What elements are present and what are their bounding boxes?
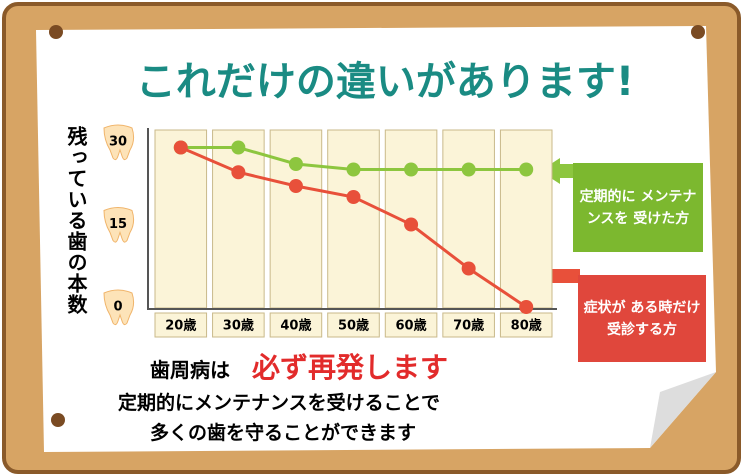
data-point	[288, 179, 303, 193]
x-tick-label: 20歳	[165, 318, 196, 334]
y-tick-label: 30	[109, 135, 127, 150]
category-label-box	[212, 312, 265, 338]
category-column	[269, 129, 323, 309]
data-point	[288, 157, 303, 171]
data-point	[346, 162, 361, 177]
annotation: 定期的にメンテナンスを受けることで	[118, 392, 441, 414]
legend-arrow	[540, 158, 574, 184]
annotation-emphasis: 必ず再発します	[252, 351, 449, 384]
data-point	[231, 140, 246, 155]
tooth-icon	[103, 289, 135, 326]
x-tick-label: 70歳	[453, 318, 484, 334]
nail	[49, 25, 63, 39]
category-column	[154, 129, 208, 309]
data-point	[461, 162, 476, 177]
annotation: 多くの歯を守ることができます	[150, 422, 417, 444]
data-point	[404, 217, 419, 232]
legend-entry: 定期的に メンテナンスを 受けた方	[573, 163, 703, 252]
x-tick-label: 30歳	[223, 318, 254, 334]
nail	[691, 25, 705, 39]
chart-title: これだけの違いがあります!	[136, 59, 634, 105]
annotation: 歯周病は	[150, 358, 230, 382]
category-label-box	[384, 312, 438, 338]
nail	[51, 413, 65, 427]
data-point	[346, 190, 361, 204]
category-label-box	[269, 312, 323, 338]
category-label-box	[154, 312, 208, 338]
category-column	[442, 129, 495, 309]
y-axis-label: 残っている歯の本数	[64, 126, 88, 315]
tooth-icon	[103, 207, 135, 243]
category-label-box	[327, 312, 380, 338]
data-point	[519, 162, 534, 177]
category-column	[327, 129, 380, 309]
legend-entry: 症状が ある時だけ 受診する方	[578, 275, 706, 362]
data-point	[173, 140, 188, 155]
y-tick-label: 0	[113, 300, 122, 315]
x-tick-label: 50歳	[338, 318, 369, 334]
category-column	[499, 129, 553, 309]
x-tick-label: 40歳	[280, 318, 311, 334]
category-label-box	[442, 312, 495, 338]
data-point	[519, 300, 534, 314]
y-tick-label: 15	[109, 217, 127, 232]
tooth-icon	[103, 124, 135, 161]
data-point	[404, 162, 419, 177]
data-point	[231, 165, 246, 180]
category-column	[212, 129, 265, 309]
paper-curl	[650, 372, 716, 448]
x-tick-label: 80歳	[511, 318, 542, 334]
x-tick-label: 60歳	[396, 318, 427, 334]
data-point	[461, 261, 476, 276]
